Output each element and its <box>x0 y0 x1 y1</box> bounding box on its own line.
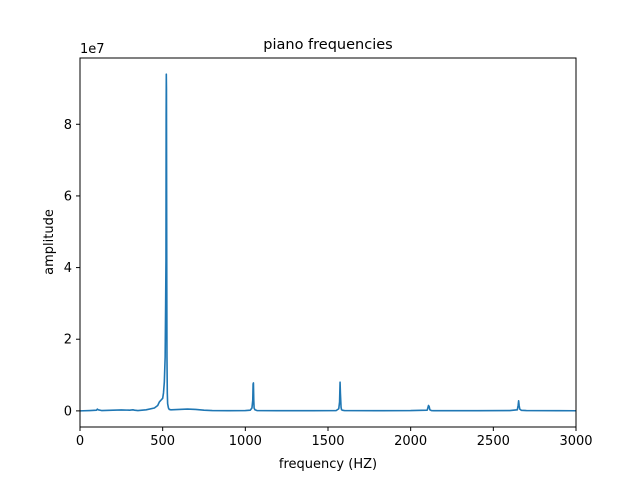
x-axis-label: frequency (HZ) <box>279 457 377 472</box>
x-tick-label: 500 <box>150 434 175 449</box>
y-axis: 0 2 4 6 8 <box>64 118 80 419</box>
y-tick-label: 2 <box>64 333 72 348</box>
x-tick-label: 2500 <box>477 434 510 449</box>
x-axis: 0 500 1000 1500 2000 2500 3000 <box>76 427 593 449</box>
series-line <box>80 73 576 412</box>
y-tick-label: 4 <box>64 261 72 276</box>
y-tick-label: 0 <box>64 404 72 419</box>
y-tick-label: 6 <box>64 189 72 204</box>
y-tick-label: 8 <box>64 118 72 133</box>
x-tick-label: 1500 <box>311 434 344 449</box>
x-tick-label: 1000 <box>229 434 262 449</box>
y-axis-offset-label: 1e7 <box>80 42 105 57</box>
y-axis-label: amplitude <box>42 209 57 275</box>
plot-frame <box>79 57 577 428</box>
x-tick-label: 3000 <box>559 434 592 449</box>
x-tick-label: 2000 <box>394 434 427 449</box>
chart-title: piano frequencies <box>263 37 392 53</box>
x-tick-label: 0 <box>76 434 84 449</box>
